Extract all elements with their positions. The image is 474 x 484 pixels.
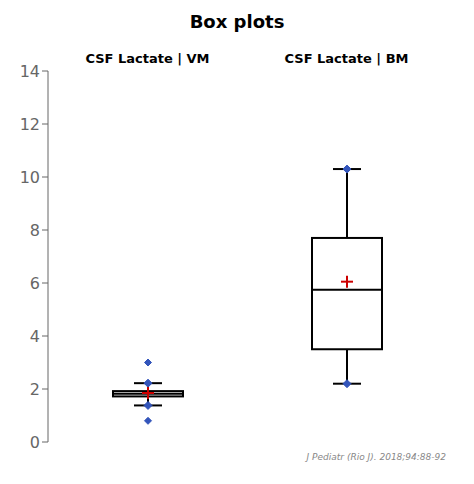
svg-text:14: 14 — [20, 62, 40, 81]
svg-text:0: 0 — [30, 433, 40, 452]
html-text:J Pediatr (Rio J). 2018;94:88-: J Pediatr (Rio J). 2018;94:88-92 — [306, 452, 446, 462]
svg-text:10: 10 — [20, 168, 40, 187]
svg-text:8: 8 — [30, 221, 40, 240]
svg-text:2: 2 — [30, 380, 40, 399]
svg-text:12: 12 — [20, 115, 40, 134]
svg-text:CSF Lactate | BM: CSF Lactate | BM — [285, 51, 409, 66]
svg-text:4: 4 — [30, 327, 40, 346]
svg-text:CSF Lactate | VM: CSF Lactate | VM — [85, 51, 209, 66]
html-text:Box plots: Box plots — [189, 11, 285, 32]
svg-text:6: 6 — [30, 274, 40, 293]
